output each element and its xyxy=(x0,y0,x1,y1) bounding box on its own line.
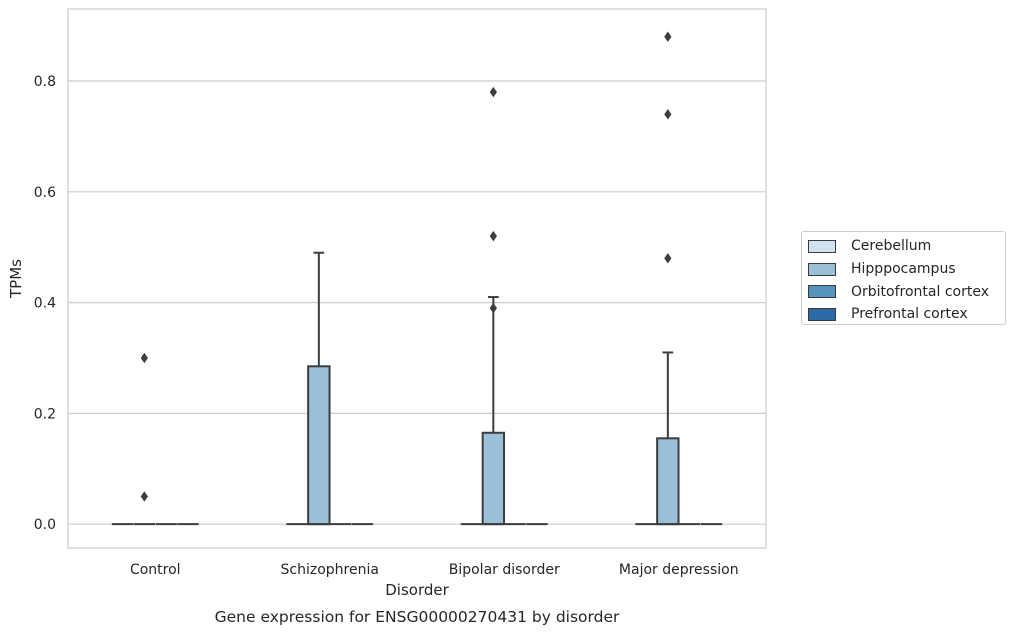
box-body xyxy=(307,365,331,526)
outlier-point xyxy=(489,230,497,242)
x-tick-label: Control xyxy=(130,562,181,578)
legend-label: Cerebellum xyxy=(851,238,932,255)
x-axis-ticks: Control Schizophrenia Bipolar disorder Majo… xyxy=(130,562,739,578)
category-group xyxy=(286,251,374,526)
y-tick-label: 0.2 xyxy=(34,406,56,422)
outlier-point xyxy=(664,109,672,120)
category-group xyxy=(111,352,199,526)
legend: Cerebellum Hipppocampus Orbitofrontal co… xyxy=(801,231,1006,325)
legend-swatch xyxy=(808,285,836,299)
y-axis-ticks: 0.0 0.2 0.4 0.6 0.8 xyxy=(34,74,56,533)
box-body xyxy=(481,431,506,526)
outlier-point xyxy=(140,352,148,364)
x-tick-label: Bipolar disorder xyxy=(449,562,560,578)
legend-swatch xyxy=(808,239,836,253)
legend-item-cerebellum: Cerebellum xyxy=(808,235,1005,258)
outlier-point xyxy=(664,31,672,42)
legend-item-hippocampus: Hipppocampus xyxy=(808,258,1005,281)
legend-swatch xyxy=(808,262,836,276)
y-tick-label: 0.8 xyxy=(34,74,56,90)
y-axis-label: TPMs xyxy=(7,259,25,299)
box-groups xyxy=(111,31,723,526)
legend-label: Orbitofrontal cortex xyxy=(851,283,989,300)
box xyxy=(656,31,680,526)
x-tick-label: Schizophrenia xyxy=(281,562,379,578)
category-group xyxy=(460,86,548,526)
box xyxy=(307,251,331,526)
category-group xyxy=(635,31,723,526)
outlier-point xyxy=(140,491,148,502)
chart-caption: Gene expression for ENSG00000270431 by d… xyxy=(215,608,620,626)
outlier-point xyxy=(664,253,672,264)
y-tick-label: 0.4 xyxy=(34,296,56,312)
outlier-point xyxy=(489,86,497,98)
box xyxy=(133,352,156,526)
legend-item-orbitofrontal-cortex: Orbitofrontal cortex xyxy=(808,280,1005,303)
x-axis-label: Disorder xyxy=(385,581,449,599)
legend-item-prefrontal-cortex: Prefrontal cortex xyxy=(808,303,1005,326)
legend-swatch xyxy=(808,307,836,321)
x-tick-label: Major depression xyxy=(619,562,739,578)
box-body xyxy=(656,437,680,526)
legend-label: Hipppocampus xyxy=(851,261,956,278)
y-tick-label: 0.6 xyxy=(34,185,56,201)
plot-area-frame xyxy=(67,8,767,549)
outlier-point xyxy=(489,302,497,314)
box xyxy=(481,86,506,526)
legend-label: Prefrontal cortex xyxy=(851,306,968,323)
y-tick-label: 0.0 xyxy=(34,517,56,533)
